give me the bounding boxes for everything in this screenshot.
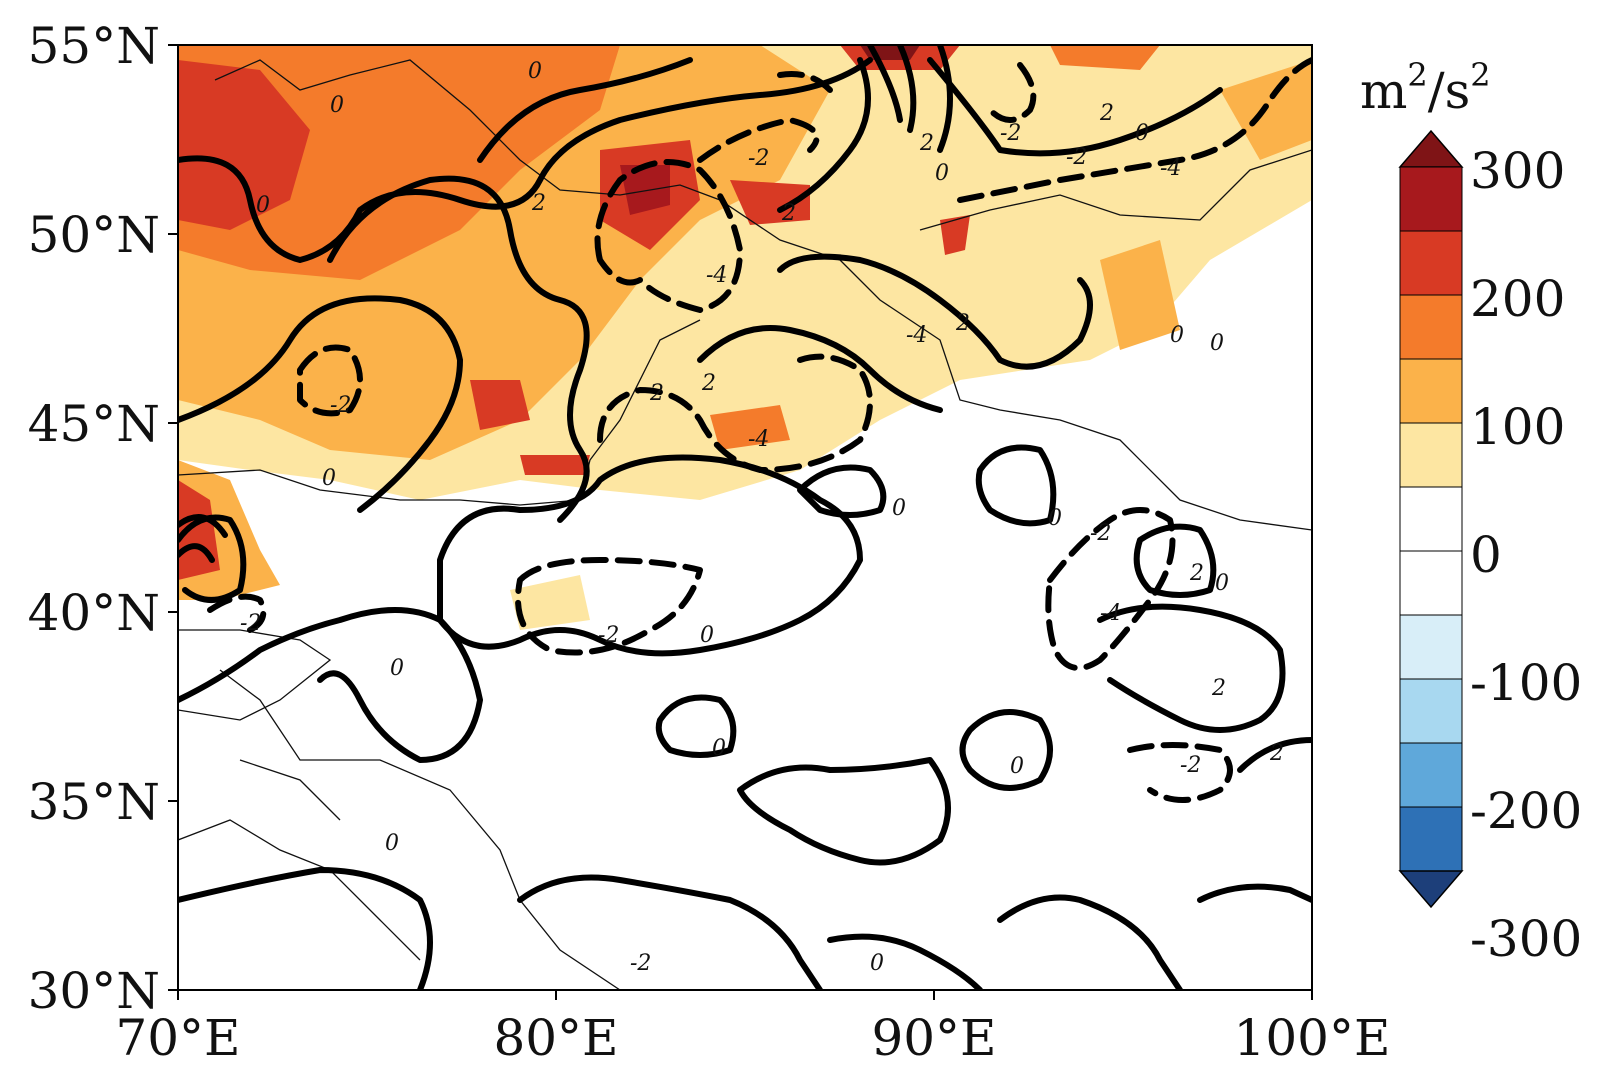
shading-layer: [178, 45, 1312, 990]
contour-layer: [178, 45, 1312, 990]
contour-label: -2: [748, 146, 769, 171]
colorbar-tick-labels: 300 200 100 0 -100 -200 -300: [1470, 142, 1582, 968]
country-borders: [178, 59, 1312, 990]
contour-label: -2: [330, 393, 351, 418]
contour-label: 0: [712, 736, 726, 761]
colorbar-cell: [1399, 806, 1463, 872]
contour-label: 0: [385, 831, 399, 856]
contour-label: 0: [330, 93, 344, 118]
contour-label: 0: [1210, 331, 1224, 356]
lon-tick-label: 100°E: [1234, 1009, 1391, 1067]
contour-label: -2: [1180, 753, 1201, 778]
colorbar-unit: m2/s2: [1360, 56, 1491, 120]
lon-tick-label: 70°E: [115, 1009, 240, 1067]
colorbar-tick-label: 200: [1470, 270, 1565, 328]
colorbar-cell: [1399, 294, 1463, 360]
colorbar-cell: [1399, 742, 1463, 808]
contour-label: 2: [1189, 561, 1204, 586]
contour-label: 0: [935, 161, 949, 186]
lat-tick-label: 40°N: [28, 584, 160, 642]
contour-label: 2: [1211, 676, 1226, 701]
contour-label: -2: [630, 951, 651, 976]
contour-label: 0: [892, 496, 906, 521]
colorbar-cell: [1399, 678, 1463, 744]
lat-tick-label: 50°N: [28, 206, 160, 264]
contour-label: -4: [1160, 156, 1181, 181]
lat-tick-label: 35°N: [28, 773, 160, 831]
contour-label: 2: [531, 191, 546, 216]
contour-label: 0: [1170, 323, 1184, 348]
colorbar-tick-label: -100: [1470, 654, 1582, 712]
colorbar-tick-label: -200: [1470, 782, 1582, 840]
contour-label: 2: [701, 371, 716, 396]
lat-axis: 55°N 50°N 45°N 40°N 35°N 30°N: [28, 17, 178, 1020]
colorbar-tick-label: -300: [1470, 910, 1582, 968]
lat-tick-label: 55°N: [28, 17, 160, 75]
contour-label: -2: [1090, 521, 1111, 546]
colorbar-tick-label: 300: [1470, 142, 1565, 200]
colorbar: m2/s2 300 200 100 0 -100 -200 -300: [1360, 56, 1582, 968]
colorbar-cell: [1399, 422, 1463, 488]
contour-label: 2: [919, 131, 934, 156]
lon-axis: 70°E 80°E 90°E 100°E: [115, 990, 1390, 1067]
colorbar-cell: [1399, 230, 1463, 296]
contour-label: 2: [1099, 101, 1114, 126]
lon-tick-label: 80°E: [493, 1009, 618, 1067]
colorbar-cell: [1399, 550, 1463, 616]
contour-label: 0: [1048, 506, 1062, 531]
contour-label: 0: [1215, 571, 1229, 596]
colorbar-extend-bottom: [1398, 870, 1464, 909]
colorbar-cell: [1399, 486, 1463, 552]
contour-label: -2: [598, 623, 619, 648]
colorbar-cell: [1399, 166, 1463, 232]
lat-tick-label: 45°N: [28, 395, 160, 453]
map-frame: [177, 44, 1313, 991]
contour-label: 0: [1010, 754, 1024, 779]
colorbar-cell: [1399, 358, 1463, 424]
contour-label: 2: [955, 311, 970, 336]
contour-label: 0: [390, 656, 404, 681]
colorbar-extend-top: [1398, 129, 1464, 168]
contour-label: 0: [700, 623, 714, 648]
contour-label: 0: [1135, 121, 1149, 146]
lon-tick-label: 90°E: [871, 1009, 996, 1067]
contour-labels: 0 0 0 2 -2 -2 2 -4 2 0 -4 2 2 -2 0 -2 -4…: [240, 59, 1284, 976]
contour-label: 0: [528, 59, 542, 84]
contour-label: 0: [256, 193, 270, 218]
contour-label: 0: [870, 951, 884, 976]
contour-label: -4: [748, 427, 769, 452]
contour-label: 2: [781, 201, 796, 226]
colorbar-cell: [1399, 614, 1463, 680]
contour-label: 2: [1269, 741, 1284, 766]
contour-label: -4: [906, 323, 927, 348]
contour-label: -4: [1100, 601, 1121, 626]
colorbar-tick-label: 0: [1470, 526, 1502, 584]
contour-label: 0: [322, 466, 336, 491]
contour-label: -2: [1000, 121, 1021, 146]
contour-label: -4: [706, 263, 727, 288]
colorbar-cells: [1398, 129, 1464, 909]
colorbar-tick-label: 100: [1470, 398, 1565, 456]
contour-label: -2: [1066, 145, 1087, 170]
contour-label: -2: [240, 611, 261, 636]
contour-label: 2: [649, 381, 664, 406]
lat-tick-label: 30°N: [28, 962, 160, 1020]
